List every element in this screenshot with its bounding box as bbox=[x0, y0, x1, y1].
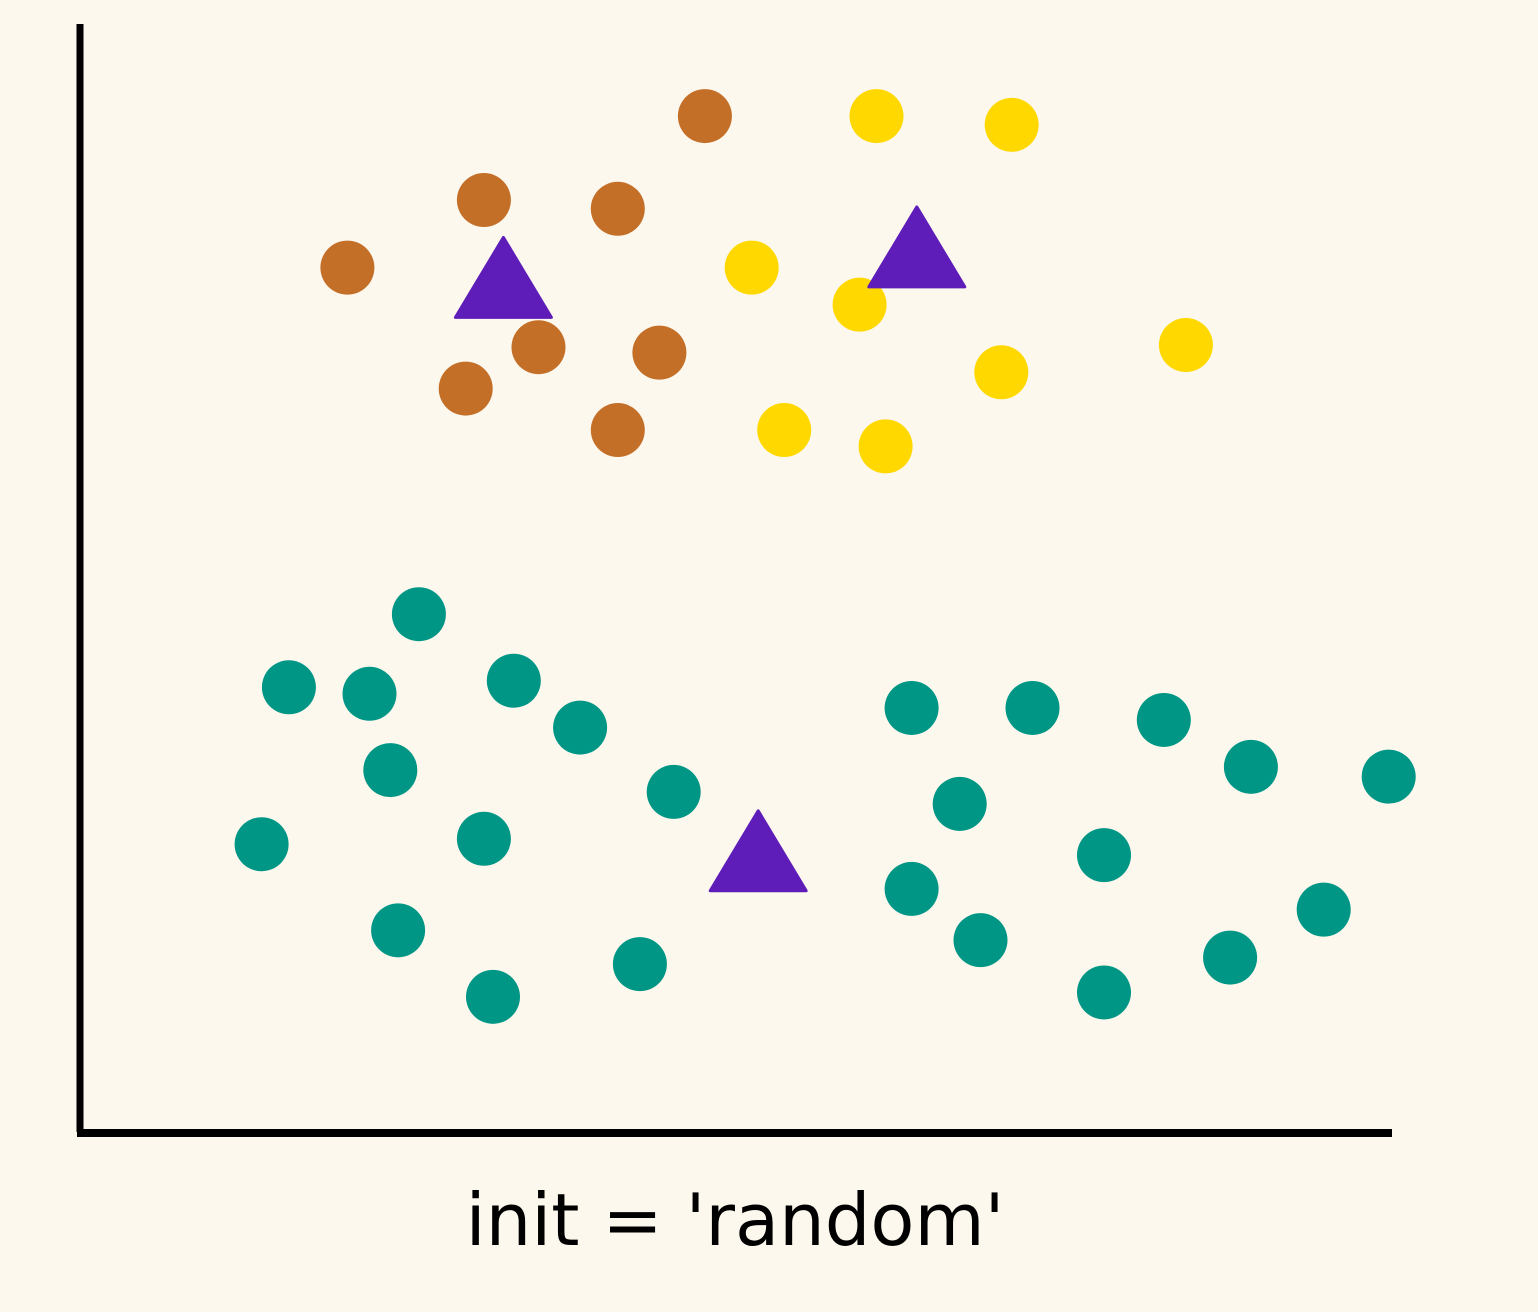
data-point-series-1 bbox=[677, 89, 732, 144]
data-point-series-3 bbox=[391, 587, 446, 642]
centroid-marker bbox=[867, 205, 967, 289]
data-point-series-3 bbox=[1136, 692, 1191, 747]
data-point-series-1 bbox=[590, 403, 645, 458]
data-point-series-3 bbox=[363, 743, 418, 798]
data-point-series-2 bbox=[984, 97, 1039, 152]
data-point-series-2 bbox=[757, 403, 812, 458]
data-point-series-3 bbox=[1223, 739, 1278, 794]
data-point-series-1 bbox=[438, 361, 493, 416]
data-point-series-3 bbox=[261, 660, 316, 715]
data-point-series-2 bbox=[832, 277, 887, 332]
data-point-series-3 bbox=[1077, 828, 1131, 883]
data-point-series-3 bbox=[342, 666, 397, 721]
data-point-series-3 bbox=[1077, 965, 1131, 1020]
data-point-series-2 bbox=[1158, 318, 1213, 373]
data-point-series-2 bbox=[858, 419, 913, 474]
data-point-series-3 bbox=[1361, 749, 1416, 804]
data-point-series-3 bbox=[953, 913, 1008, 968]
data-point-series-2 bbox=[724, 240, 779, 295]
data-point-series-1 bbox=[511, 320, 566, 375]
data-point-series-1 bbox=[320, 240, 375, 295]
centroid-marker bbox=[708, 809, 808, 893]
data-point-series-3 bbox=[1296, 882, 1351, 937]
data-point-series-3 bbox=[884, 861, 939, 916]
data-point-series-1 bbox=[632, 325, 687, 380]
data-point-series-3 bbox=[1203, 930, 1258, 985]
data-point-series-1 bbox=[456, 173, 511, 228]
data-point-series-3 bbox=[646, 764, 701, 819]
data-point-series-3 bbox=[553, 700, 608, 755]
data-point-series-2 bbox=[974, 345, 1029, 400]
data-point-series-3 bbox=[1005, 680, 1060, 735]
data-point-series-3 bbox=[456, 811, 511, 866]
x-axis-label: init = 'random' bbox=[465, 1178, 1005, 1262]
data-point-series-3 bbox=[466, 969, 520, 1024]
data-point-series-3 bbox=[612, 937, 667, 992]
chart-marks bbox=[234, 89, 1416, 1024]
data-point-series-3 bbox=[932, 776, 987, 831]
data-point-series-3 bbox=[486, 653, 541, 708]
data-point-series-1 bbox=[590, 181, 645, 236]
data-point-series-2 bbox=[849, 89, 904, 144]
centroid-marker bbox=[453, 235, 553, 319]
data-point-series-3 bbox=[371, 903, 426, 958]
data-point-series-3 bbox=[884, 680, 939, 735]
data-point-series-3 bbox=[234, 817, 289, 872]
